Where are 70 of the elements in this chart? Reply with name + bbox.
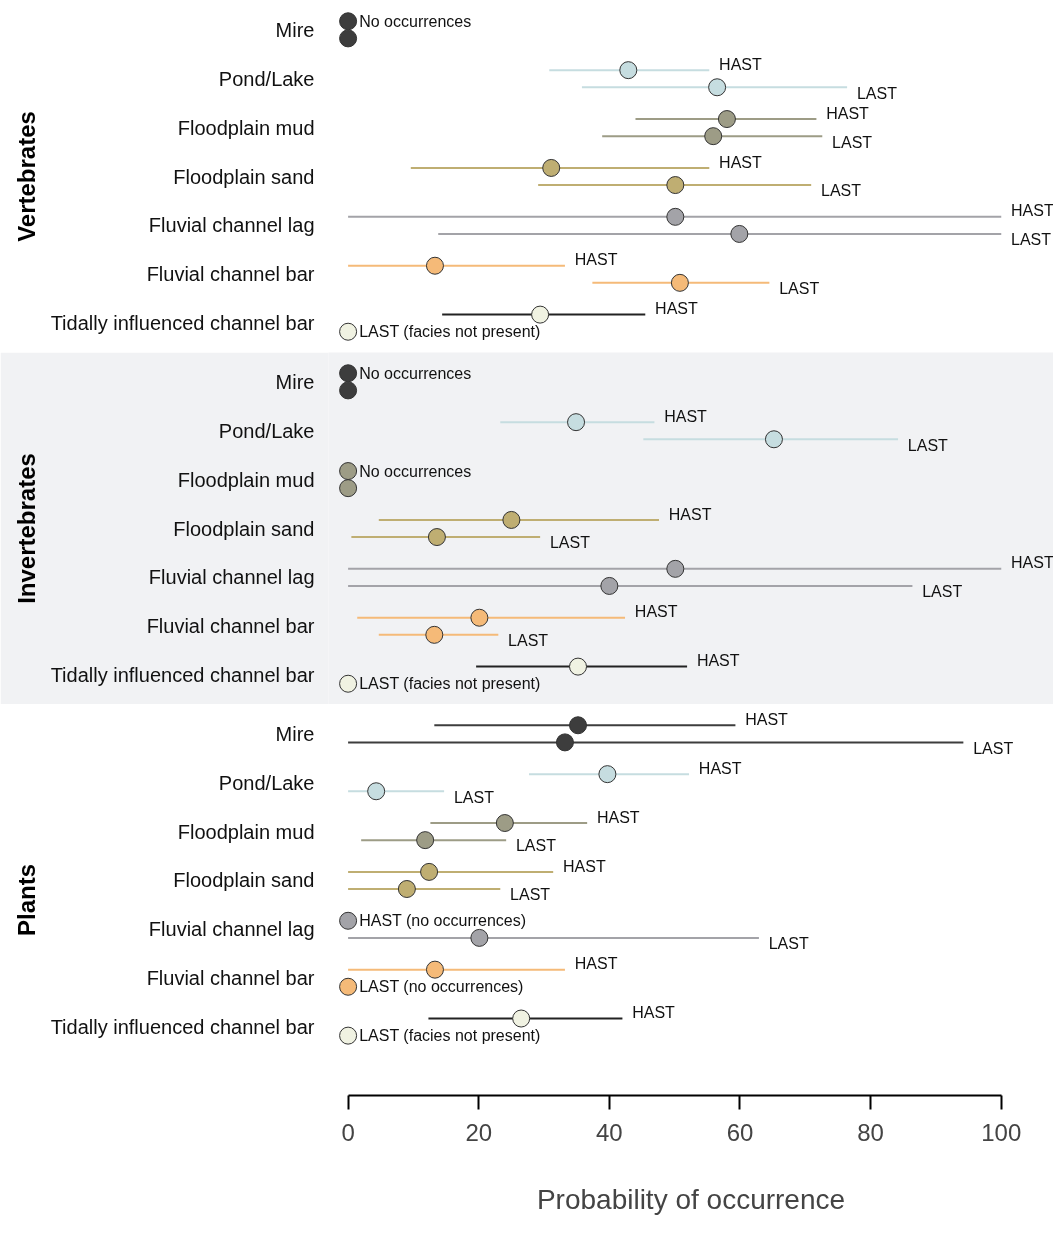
series-label: HAST [596, 808, 640, 826]
y-axis-title: Plants [12, 863, 40, 937]
y-tick-label: Floodplain mud [177, 116, 315, 139]
data-label: LAST (facies not present) [359, 1027, 541, 1045]
text: HAST [696, 652, 740, 670]
text: HAST [562, 857, 606, 875]
text: LAST [1011, 231, 1052, 249]
y-tick-label: Pond/Lake [218, 67, 315, 90]
x-tick-label: 60 [726, 1118, 754, 1146]
x-tick-label: 100 [981, 1118, 1022, 1146]
x-axis-title: Probability of occurrence [536, 1183, 846, 1215]
data-label: LAST (no occurrences) [359, 978, 524, 996]
text: HAST [1011, 202, 1053, 220]
data-label: No occurrences [359, 364, 472, 382]
y-tick-label: Floodplain mud [177, 820, 315, 843]
text: HAST [655, 300, 698, 318]
text: HAST [1011, 554, 1053, 572]
text: HAST [574, 955, 618, 973]
text: HAST [698, 759, 742, 777]
text: LAST [768, 935, 809, 953]
y-tick-label: Floodplain sand [173, 517, 315, 540]
y-tick-label: Fluvial channel lag [148, 566, 315, 589]
series-label: LAST [549, 534, 591, 552]
text: LAST [832, 133, 873, 151]
text: HAST [574, 251, 618, 269]
text: LAST [515, 837, 556, 855]
text: HAST [719, 55, 762, 73]
text: LAST [922, 583, 963, 601]
data-label: No occurrences [359, 12, 472, 30]
text: LAST [508, 632, 549, 650]
data-label: LAST (facies not present) [359, 675, 541, 693]
text: LAST [453, 788, 495, 806]
y-tick-label: Pond/Lake [218, 419, 315, 442]
y-tick-label: Mire [275, 18, 315, 41]
y-axis-title: Vertebrates [12, 111, 40, 242]
y-axis-title: Invertebrates [12, 453, 40, 604]
text: LAST [779, 280, 820, 298]
text: LAST [907, 436, 948, 454]
y-tick-label: Fluvial channel lag [148, 214, 315, 237]
series-label: HAST [719, 153, 762, 171]
text: HAST [664, 407, 707, 425]
text: LAST [820, 182, 861, 200]
y-tick-label: Floodplain mud [177, 468, 315, 491]
y-tick-label: Floodplain sand [173, 869, 315, 892]
y-tick-label: Mire [275, 722, 315, 745]
text: HAST [632, 1004, 675, 1022]
text: LAST [856, 84, 897, 102]
y-tick-label: Tidally influenced channel bar [50, 1016, 315, 1039]
y-tick-label: Fluvial channel bar [146, 967, 315, 990]
text: HAST [826, 104, 869, 122]
y-tick-label: Pond/Lake [218, 771, 315, 794]
data-label: HAST (no occurrences) [359, 912, 527, 930]
x-tick-label: 80 [857, 1118, 884, 1146]
y-tick-label: Fluvial channel bar [146, 615, 315, 638]
text: HAST [668, 505, 712, 523]
x-tick-label: 20 [465, 1118, 493, 1146]
x-tick-label: 0 [341, 1118, 355, 1146]
y-tick-label: Tidally influenced channel bar [50, 312, 315, 335]
x-tick-label: 40 [596, 1118, 623, 1146]
text: LAST [510, 886, 551, 904]
series-label: HAST [634, 603, 678, 621]
y-tick-label: Fluvial channel bar [146, 263, 315, 286]
text: HAST [745, 710, 788, 728]
text: LAST [973, 739, 1014, 757]
y-tick-label: Fluvial channel lag [148, 918, 315, 941]
y-tick-label: Mire [275, 370, 315, 393]
data-label: No occurrences [359, 462, 472, 480]
y-tick-label: Floodplain sand [173, 165, 315, 188]
y-tick-label: Tidally influenced channel bar [50, 664, 315, 687]
data-label: LAST (facies not present) [359, 323, 541, 341]
